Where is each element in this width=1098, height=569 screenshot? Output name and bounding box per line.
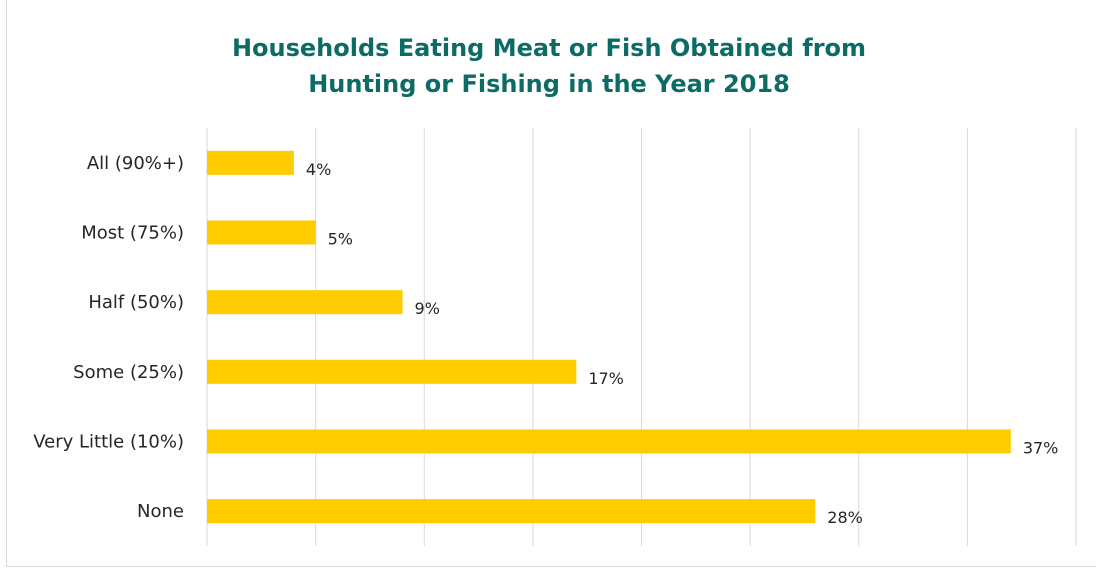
bar: [207, 220, 316, 245]
bar: [207, 359, 577, 384]
data-label: 9%: [415, 299, 440, 318]
category-axis-labels: All (90%+) Most (75%) Half (50%) Some (25%)…: [33, 153, 184, 522]
chart-title: Households Eating Meat or Fish Obtained …: [0, 30, 1098, 102]
category-label: All (90%+): [87, 153, 184, 174]
bar-series: [207, 150, 1011, 524]
gridlines: [206, 128, 1077, 546]
bar: [207, 499, 816, 524]
chart-frame: [6, 0, 1096, 567]
data-label: 4%: [306, 160, 331, 179]
category-label: Most (75%): [81, 223, 184, 244]
category-label: Very Little (10%): [33, 432, 184, 453]
chart-title-line-1: Households Eating Meat or Fish Obtained …: [231, 34, 867, 62]
category-label: Some (25%): [73, 362, 184, 383]
data-label: 37%: [1023, 439, 1059, 458]
bar: [207, 290, 403, 315]
data-labels: 4% 5% 9% 17% 37% 28%: [306, 160, 1058, 527]
chart-title-line-2: Hunting or Fishing in the Year 2018: [308, 70, 790, 98]
data-label: 5%: [328, 230, 353, 249]
bar: [207, 150, 294, 175]
bar: [207, 429, 1011, 454]
data-label: 17%: [588, 369, 624, 388]
category-label: None: [137, 501, 184, 522]
data-label: 28%: [827, 508, 863, 527]
category-label: Half (50%): [88, 292, 184, 313]
